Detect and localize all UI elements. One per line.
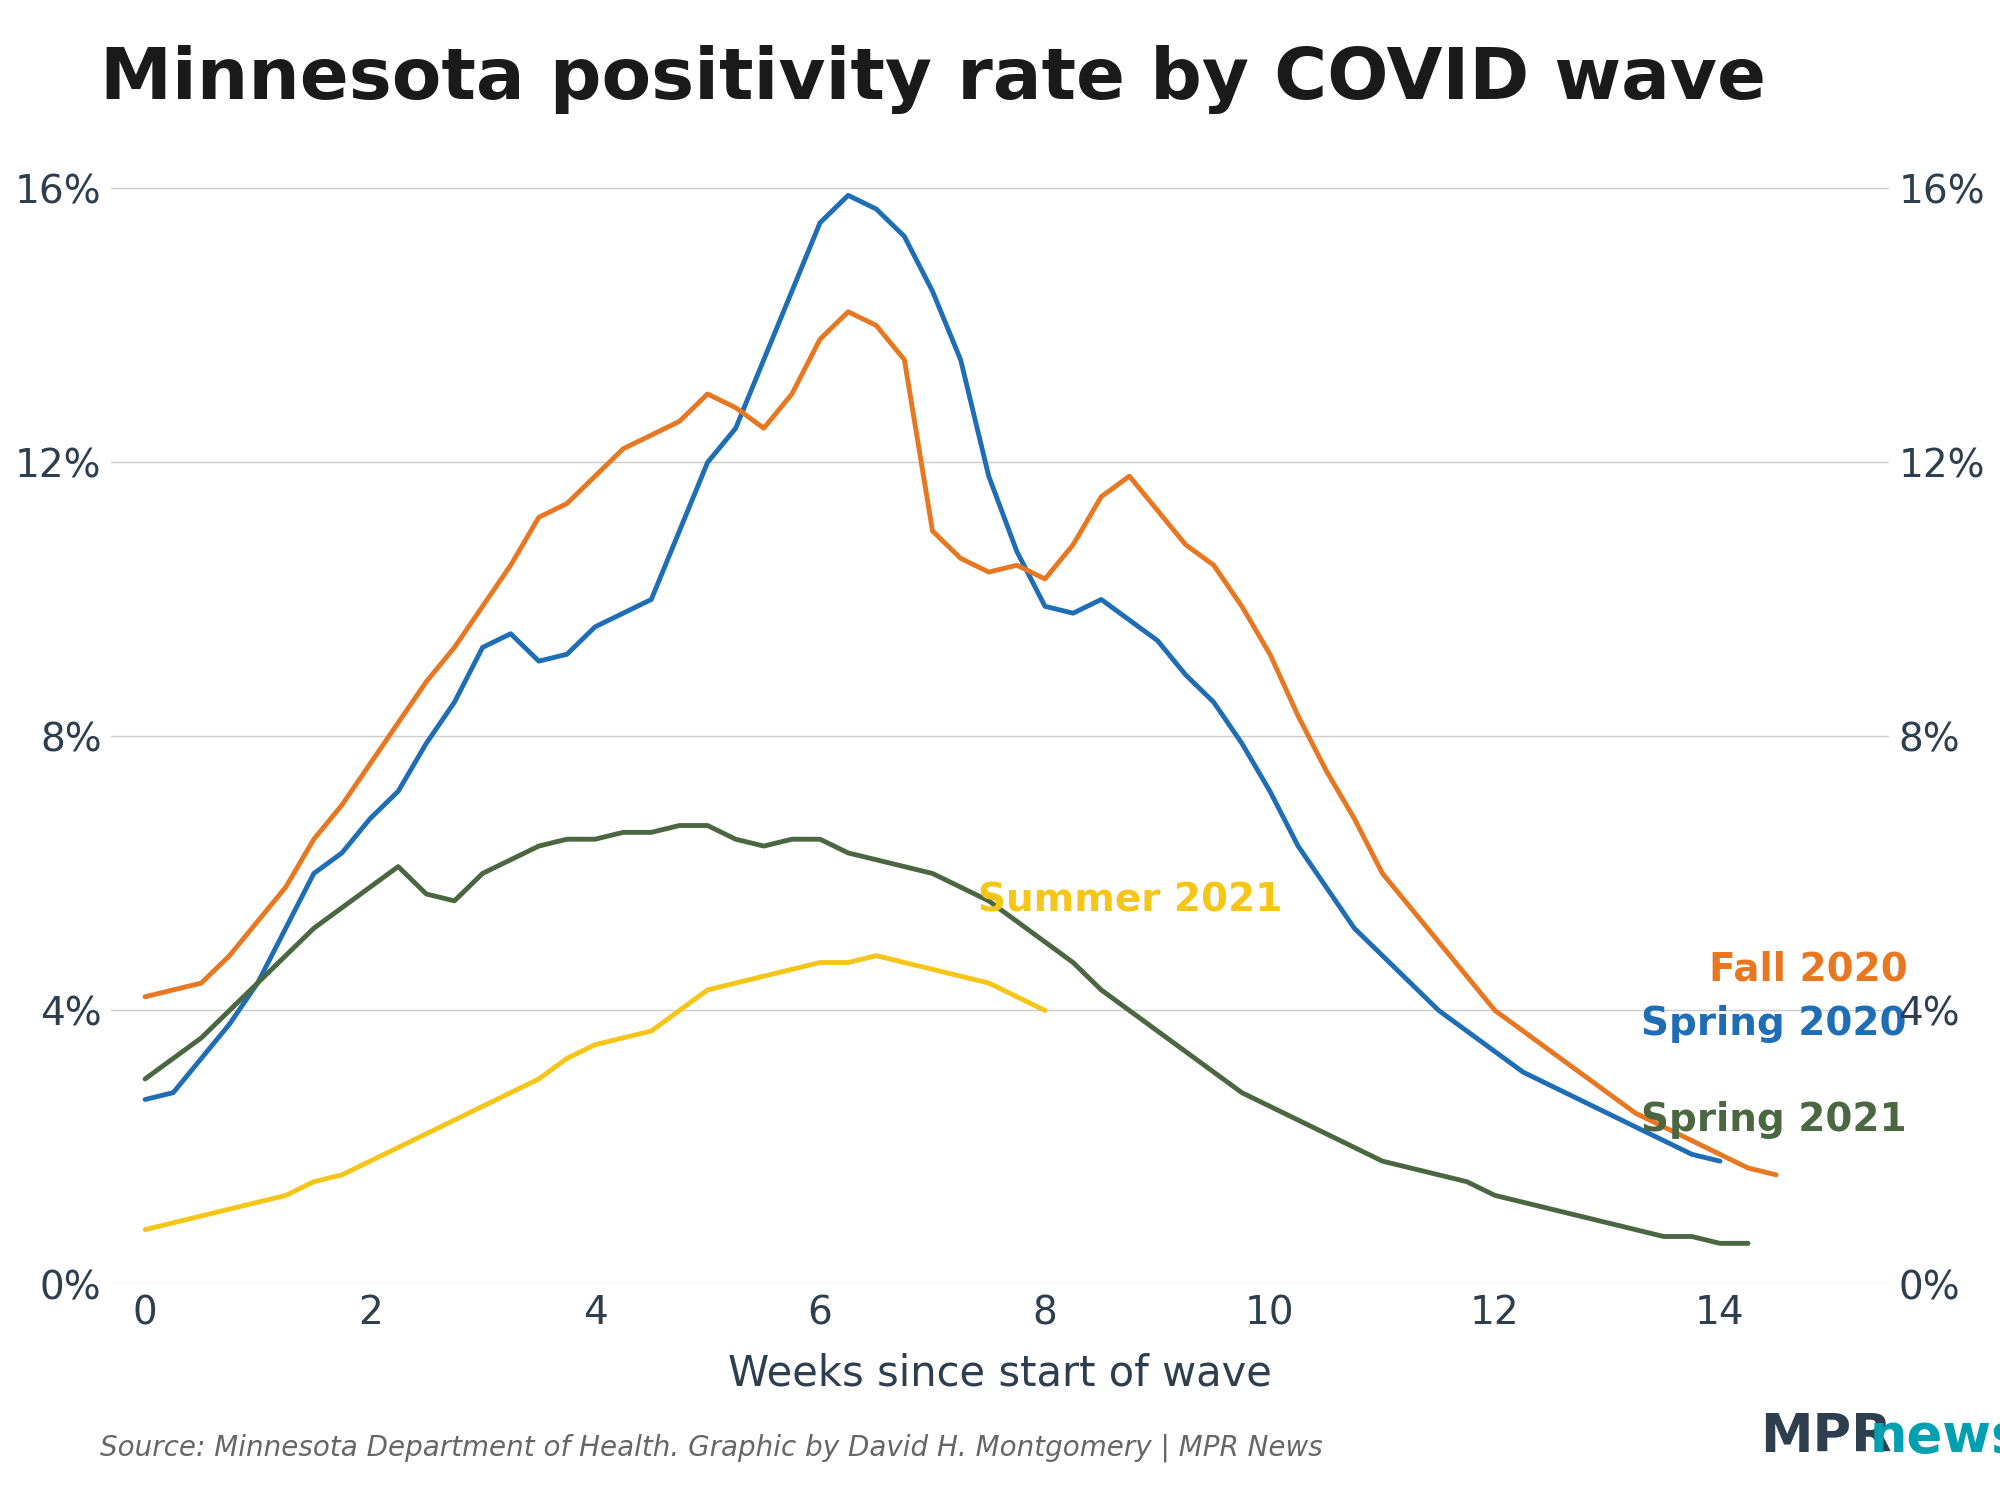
Text: news: news <box>1870 1410 2000 1462</box>
Text: Spring 2021: Spring 2021 <box>1642 1101 1906 1138</box>
Text: Minnesota positivity rate by COVID wave: Minnesota positivity rate by COVID wave <box>100 45 1766 114</box>
Text: Spring 2020: Spring 2020 <box>1642 1005 1906 1042</box>
Text: Source: Minnesota Department of Health. Graphic by David H. Montgomery | MPR New: Source: Minnesota Department of Health. … <box>100 1434 1322 1462</box>
X-axis label: Weeks since start of wave: Weeks since start of wave <box>728 1353 1272 1395</box>
Text: Summer 2021: Summer 2021 <box>978 882 1282 920</box>
Text: MPR: MPR <box>1760 1410 1892 1462</box>
Text: Fall 2020: Fall 2020 <box>1708 951 1908 988</box>
